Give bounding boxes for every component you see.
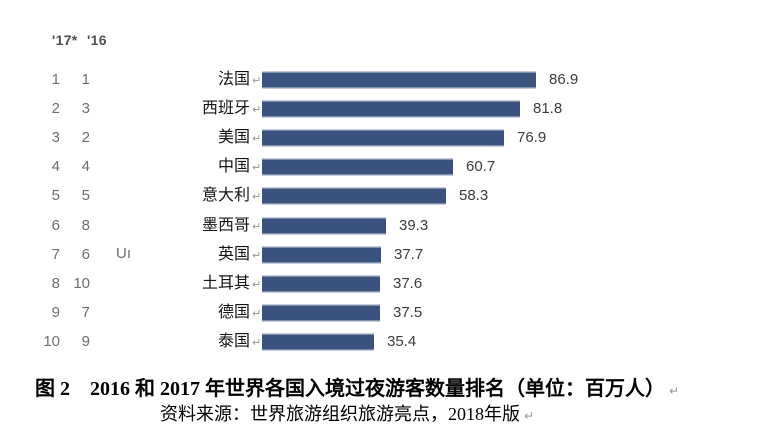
bar [262, 333, 374, 351]
paragraph-return-mark: ↵ [669, 384, 680, 398]
value-label: 37.6 [393, 275, 423, 292]
country-label: 西班牙 [201, 100, 250, 117]
value-label: 37.7 [394, 246, 424, 263]
bar [262, 71, 536, 89]
bar [262, 246, 381, 264]
rank-2016: 6 [81, 246, 90, 263]
bar [262, 129, 504, 147]
return-mark: ↵ [252, 279, 262, 291]
bar [262, 217, 386, 235]
column-header-2017-rank: '17* [52, 32, 78, 48]
clipped-text-fragment: Uı [116, 245, 131, 262]
value-label: 37.5 [393, 304, 423, 321]
bar [262, 187, 446, 205]
rank-2017: 6 [51, 217, 60, 234]
rank-2017: 7 [51, 246, 60, 263]
rank-2016: 1 [81, 71, 90, 88]
value-label: 86.9 [549, 71, 579, 88]
rank-2016: 4 [81, 158, 90, 175]
source-note-text: 资料来源：世界旅游组织旅游亮点，2018年版 [160, 404, 520, 424]
rank-2016: 2 [81, 129, 90, 146]
country-label: 美国 [217, 129, 250, 146]
country-label: 英国 [217, 246, 250, 263]
return-mark: ↵ [252, 308, 262, 320]
source-note: 资料来源：世界旅游组织旅游亮点，2018年版 ↵ [160, 400, 534, 426]
rank-2016: 9 [81, 333, 90, 350]
value-label: 76.9 [517, 129, 547, 146]
figure-caption-text: 图 2 2016 和 2017 年世界各国入境过夜游客数量排名（单位：百万人） [35, 378, 665, 400]
rank-2017: 3 [51, 129, 60, 146]
bar [262, 275, 380, 293]
rank-2017: 8 [51, 275, 60, 292]
bar [262, 100, 520, 118]
country-label: 法国 [217, 71, 250, 88]
return-mark: ↵ [252, 337, 262, 349]
rank-2017: 5 [51, 187, 60, 204]
rank-2017: 4 [51, 158, 60, 175]
value-label: 39.3 [399, 217, 429, 234]
rank-2016: 8 [81, 217, 90, 234]
country-label: 意大利 [201, 187, 250, 204]
return-mark: ↵ [252, 75, 262, 87]
country-label: 中国 [217, 158, 250, 175]
return-mark: ↵ [252, 221, 262, 233]
return-mark: ↵ [252, 162, 262, 174]
return-mark: ↵ [252, 191, 262, 203]
value-label: 81.8 [533, 100, 563, 117]
rank-2016: 3 [81, 100, 90, 117]
rank-2017: 2 [51, 100, 60, 117]
rank-2016: 5 [81, 187, 90, 204]
return-mark: ↵ [252, 250, 262, 262]
rank-2017: 1 [51, 71, 60, 88]
figure-caption: 图 2 2016 和 2017 年世界各国入境过夜游客数量排名（单位：百万人） ↵ [35, 372, 679, 401]
column-header-2016-rank: '16 [87, 32, 107, 48]
rank-2016: 7 [81, 304, 90, 321]
value-label: 60.7 [466, 158, 496, 175]
rank-2017: 10 [43, 333, 60, 350]
value-label: 35.4 [387, 333, 417, 350]
country-label: 德国 [217, 304, 250, 321]
country-label: 泰国 [217, 333, 250, 350]
country-label: 土耳其 [201, 275, 250, 292]
return-mark: ↵ [252, 133, 262, 145]
country-label: 墨西哥 [201, 217, 250, 234]
rank-2016: 10 [73, 275, 90, 292]
return-mark: ↵ [252, 104, 262, 116]
paragraph-return-mark: ↵ [524, 409, 535, 423]
bar [262, 304, 380, 322]
bar [262, 158, 453, 176]
value-label: 58.3 [459, 187, 489, 204]
rank-2017: 9 [51, 304, 60, 321]
